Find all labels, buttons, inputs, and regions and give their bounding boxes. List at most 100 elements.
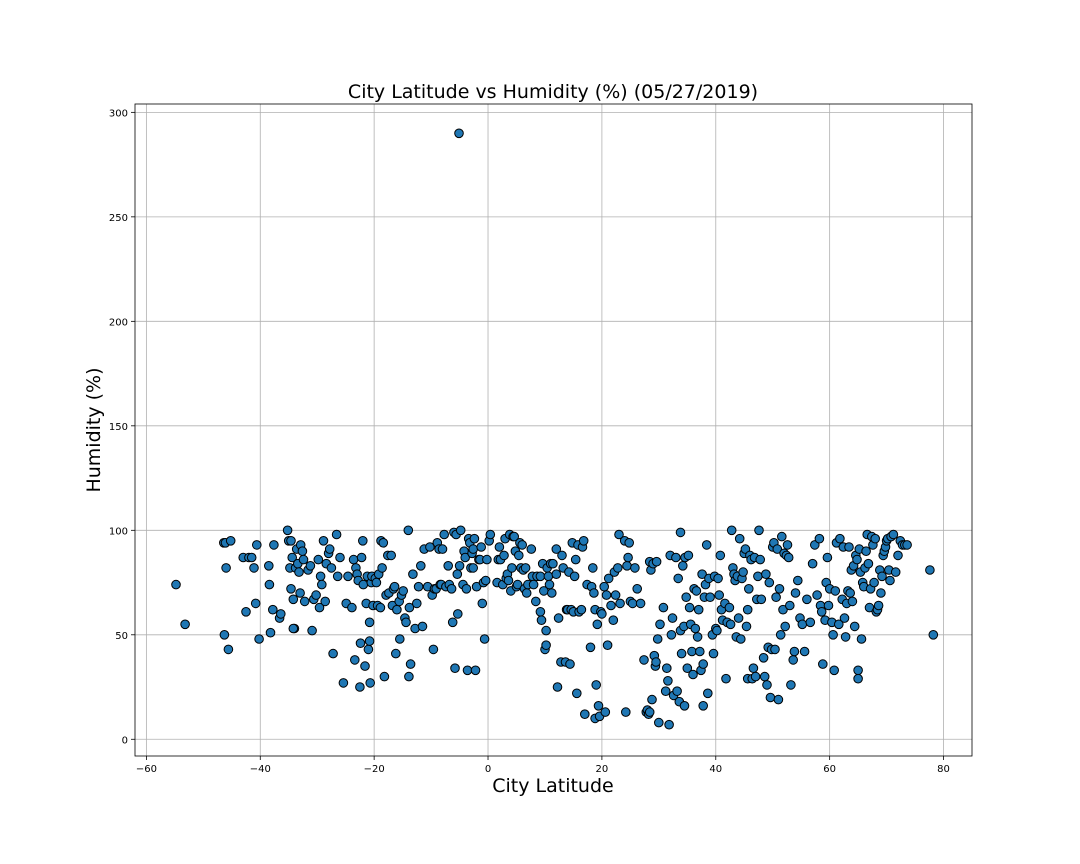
data-point	[928, 630, 939, 640]
data-point	[734, 533, 745, 544]
data-point	[703, 688, 713, 699]
data-point	[313, 554, 324, 565]
data-point	[853, 673, 863, 684]
data-point	[241, 607, 251, 617]
data-point	[738, 567, 748, 577]
data-point	[328, 648, 338, 659]
data-point	[356, 552, 367, 563]
data-point	[852, 554, 862, 565]
data-point	[772, 544, 783, 554]
data-point	[398, 586, 409, 596]
data-point	[541, 625, 551, 636]
data-point	[371, 577, 382, 588]
data-point	[610, 590, 621, 600]
data-point	[644, 707, 655, 717]
data-point	[572, 688, 582, 699]
data-point	[802, 594, 812, 605]
data-point	[348, 554, 359, 565]
data-point	[736, 634, 746, 644]
data-point	[799, 646, 810, 657]
data-point	[437, 544, 448, 554]
data-point	[470, 665, 481, 676]
data-point	[547, 588, 557, 598]
data-point	[724, 602, 735, 613]
data-point	[219, 630, 230, 640]
x-tick-label: −20	[364, 764, 385, 775]
data-point	[286, 536, 296, 546]
data-point	[453, 609, 463, 619]
grid-layer	[135, 104, 972, 756]
data-point	[671, 552, 681, 563]
data-point	[443, 561, 454, 571]
data-point	[893, 550, 903, 561]
data-point	[925, 565, 935, 575]
data-point	[754, 525, 764, 536]
data-point	[614, 529, 624, 540]
x-tick-label: 60	[823, 764, 836, 775]
data-point	[741, 621, 752, 632]
data-point	[844, 542, 854, 552]
data-point	[250, 598, 261, 609]
data-point	[405, 659, 416, 669]
data-point	[774, 584, 785, 594]
data-point	[246, 552, 257, 563]
data-point	[807, 558, 818, 569]
data-point	[814, 533, 825, 544]
data-point	[428, 644, 439, 655]
data-point	[288, 623, 299, 634]
data-point	[331, 529, 342, 540]
data-point	[713, 573, 723, 584]
y-tick-label: 150	[109, 422, 128, 433]
x-tick-label: 40	[709, 764, 722, 775]
data-point	[363, 644, 374, 655]
data-point	[264, 579, 275, 590]
data-point	[635, 598, 646, 609]
data-point	[503, 575, 514, 586]
data-point	[221, 563, 231, 573]
data-point	[494, 542, 505, 552]
data-point	[268, 604, 278, 615]
data-point	[338, 678, 349, 688]
data-point	[667, 613, 678, 623]
data-point	[684, 602, 695, 613]
data-point	[869, 577, 879, 588]
y-tick-label: 0	[122, 735, 128, 746]
data-point	[816, 607, 827, 617]
data-point	[551, 544, 562, 554]
data-point	[318, 536, 329, 546]
data-point	[576, 604, 587, 615]
data-point	[528, 579, 539, 590]
data-point	[297, 546, 308, 557]
data-point	[780, 621, 791, 632]
data-point	[725, 619, 736, 630]
data-point	[404, 602, 415, 613]
data-point	[364, 636, 375, 646]
data-point	[708, 648, 719, 659]
data-point	[305, 561, 316, 571]
data-point	[553, 613, 564, 623]
points-layer	[171, 128, 939, 730]
data-point	[320, 596, 331, 607]
data-point	[223, 644, 234, 655]
data-point	[662, 663, 672, 674]
data-point	[597, 609, 607, 619]
data-point	[544, 579, 555, 590]
data-point	[840, 632, 851, 642]
data-point	[660, 686, 671, 697]
data-point	[793, 575, 803, 586]
data-point	[742, 604, 753, 615]
data-point	[288, 594, 299, 605]
data-point	[758, 653, 769, 663]
data-point	[512, 579, 523, 590]
data-point	[477, 598, 488, 609]
data-point	[377, 563, 387, 573]
data-point	[876, 588, 886, 598]
data-point	[347, 602, 357, 613]
data-point	[627, 598, 638, 609]
data-point	[632, 584, 643, 594]
data-point	[678, 561, 688, 571]
data-point	[692, 632, 703, 642]
data-point	[471, 581, 482, 592]
data-point	[548, 558, 558, 569]
x-tick-label: 0	[485, 764, 491, 775]
